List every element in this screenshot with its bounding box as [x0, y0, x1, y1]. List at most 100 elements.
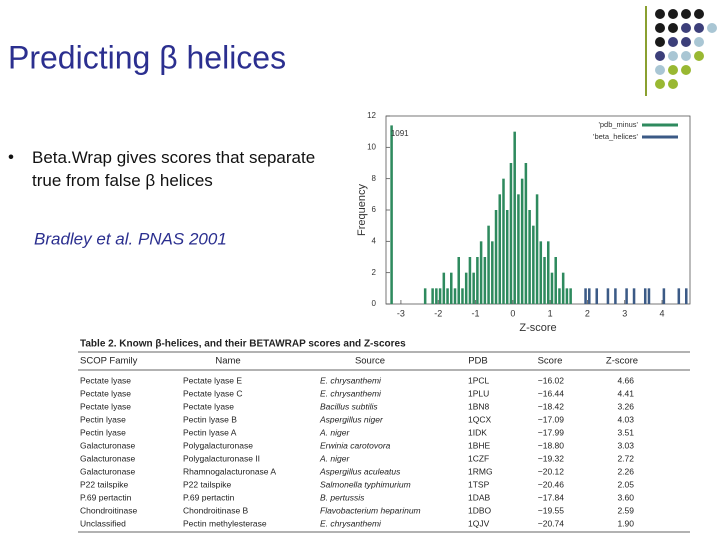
histogram-bar [520, 178, 524, 304]
table-cell: P22 tailspike [80, 479, 128, 489]
table-cell: −17.09 [538, 414, 565, 424]
table-cell: 1CZF [468, 453, 489, 463]
table-cell: −20.46 [538, 479, 565, 489]
histogram-bar [464, 272, 468, 304]
table-cell: 1RMG [468, 466, 493, 476]
bullet-box: Beta.Wrap gives scores that separate tru… [32, 148, 316, 190]
annotation: 1091 [391, 129, 409, 138]
histogram-bar [438, 288, 442, 304]
histogram-bar [554, 257, 557, 304]
table-cell: −17.99 [538, 427, 565, 437]
table-cell: 1DAB [468, 492, 491, 502]
histogram-bar [539, 241, 543, 304]
table-cell: Galacturonase [80, 453, 136, 463]
table-cell: −19.32 [538, 453, 565, 463]
table-cell: −18.80 [538, 440, 565, 450]
table-header: SCOP Family [80, 356, 138, 367]
table-cell: Flavobacterium heparinum [320, 505, 421, 515]
histogram-bar [457, 257, 461, 304]
table-cell: Pectate lyase [80, 401, 131, 411]
table-cell: Pectate lyase [80, 388, 131, 398]
legend-label: 'pdb_minus' [598, 120, 638, 129]
table-header: Score [538, 356, 563, 367]
table-cell: 2.26 [617, 466, 634, 476]
table-cell: Galacturonase [80, 440, 136, 450]
table-cell: 3.26 [617, 401, 634, 411]
table-title: Table 2. Known β-helices, and their BETA… [80, 339, 406, 350]
histogram-bar [505, 210, 509, 304]
x-tick-label: 4 [660, 308, 665, 318]
y-tick-label: 6 [372, 205, 377, 214]
histogram-bar [390, 125, 393, 305]
histogram-bar [450, 272, 453, 304]
table-cell: 1BHE [468, 440, 491, 450]
histogram-bar [483, 257, 487, 304]
y-tick-label: 12 [367, 111, 376, 120]
table-cell: 3.60 [617, 492, 634, 502]
table-cell: 1PLU [468, 388, 489, 398]
histogram-bar [565, 288, 569, 304]
histogram-bar [453, 288, 457, 304]
decor-dots [645, 6, 717, 96]
histogram-bar [532, 225, 535, 304]
histogram-bar [498, 194, 502, 304]
table-cell: P22 tailspike [183, 479, 231, 489]
histogram-bar [423, 288, 427, 304]
histogram-bar [491, 241, 494, 304]
table-cell: −16.44 [538, 388, 565, 398]
bullet-text: Beta.Wrap gives scores that separate tru… [32, 148, 316, 190]
table-cell: A. niger [319, 427, 350, 437]
table-cell: P.69 pertactin [80, 492, 132, 502]
table-cell: P.69 pertactin [183, 492, 235, 502]
histogram-bar [494, 210, 498, 304]
histogram-bar [558, 288, 561, 304]
histogram-bar [569, 288, 572, 304]
table-cell: B. pertussis [320, 492, 365, 502]
table-cell: E. chrysanthemi [320, 518, 382, 528]
y-tick-label: 2 [372, 268, 377, 277]
histogram-bar [513, 131, 516, 304]
x-tick-label: -1 [472, 308, 480, 318]
table-cell: 1DBO [468, 505, 492, 515]
table-cell: E. chrysanthemi [320, 388, 382, 398]
x-tick-label: -2 [434, 308, 442, 318]
x-tick-label: 3 [622, 308, 627, 318]
table-cell: 1IDK [468, 427, 487, 437]
histogram-bar [461, 288, 464, 304]
table-header: PDB [468, 356, 488, 367]
table-cell: 2.59 [617, 505, 634, 515]
table-cell: Pectate lyase [183, 401, 234, 411]
table-cell: Pectin lyase [80, 414, 126, 424]
y-tick-label: 8 [372, 174, 377, 183]
table-cell: Pectate lyase E [183, 375, 242, 385]
histogram-bar [685, 288, 688, 304]
table-cell: Rhamnogalacturonase A [183, 466, 276, 476]
table-cell: A. niger [319, 453, 350, 463]
histogram-bar [468, 257, 472, 304]
histogram-bar [643, 288, 647, 304]
table-cell: Pectate lyase [80, 375, 131, 385]
bullet-marker: • [8, 147, 14, 166]
slide-title: Predicting β helices [8, 39, 286, 75]
table-cell: Chondroitinase B [183, 505, 249, 515]
table-cell: 1QCX [468, 414, 491, 424]
x-tick-label: -3 [397, 308, 405, 318]
table-cell: Polygalacturonase [183, 440, 253, 450]
x-tick-label: 1 [548, 308, 553, 318]
table-cell: Pectin lyase B [183, 414, 237, 424]
table-cell: Pectin lyase A [183, 427, 237, 437]
table-cell: Salmonella typhimurium [320, 479, 411, 489]
table-header: Source [355, 356, 385, 367]
table-cell: −17.84 [538, 492, 565, 502]
histogram-bar [614, 288, 617, 304]
histogram-bar [528, 210, 531, 304]
citation: Bradley et al. PNAS 2001 [34, 229, 227, 248]
y-tick-label: 0 [372, 299, 377, 308]
histogram-bar [479, 241, 483, 304]
table-cell: 3.51 [617, 427, 634, 437]
table-header: Name [215, 356, 240, 367]
histogram-bar [561, 272, 565, 304]
table-cell: Pectin lyase [80, 427, 126, 437]
table-cell: Aspergillus niger [319, 414, 384, 424]
